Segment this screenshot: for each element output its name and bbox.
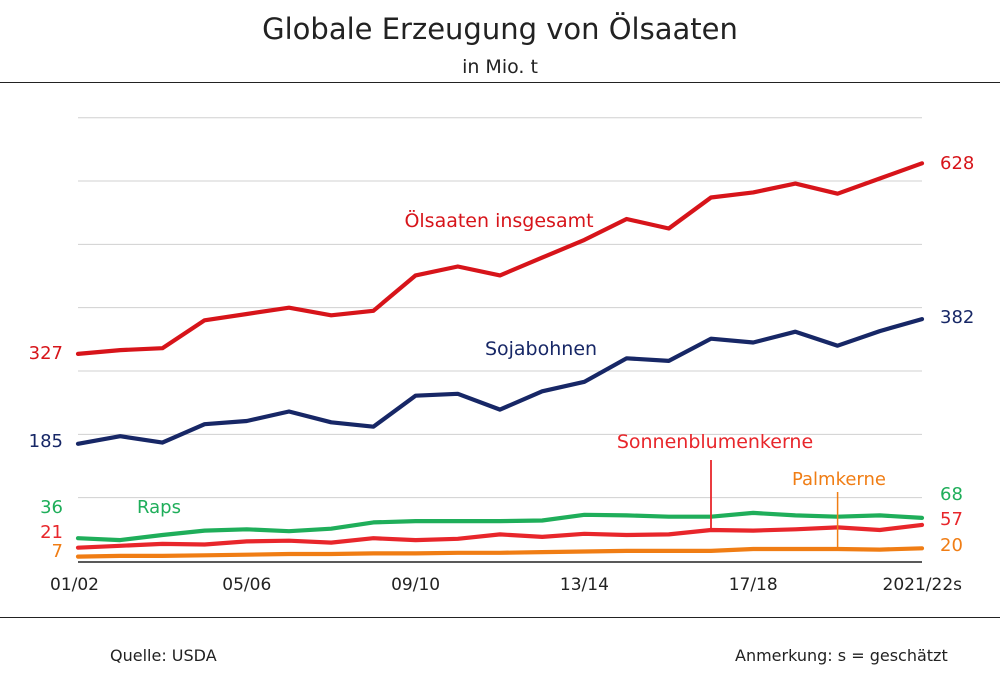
series-name-sonnenblumenkerne: Sonnenblumenkerne bbox=[617, 431, 813, 453]
end-value-oelsaaten-insgesamt: 628 bbox=[940, 153, 974, 174]
chart-labels: 01/02 05/06 09/10 13/14 17/18 2021/22s Ölsaate… bbox=[29, 153, 975, 595]
x-tick-label: 17/18 bbox=[729, 575, 778, 595]
start-value-palmkerne: 7 bbox=[52, 541, 63, 562]
start-value-sojabohnen: 185 bbox=[29, 431, 63, 452]
end-value-raps: 68 bbox=[940, 484, 963, 505]
bottom-divider bbox=[0, 617, 1000, 618]
series-name-sojabohnen: Sojabohnen bbox=[485, 338, 597, 360]
series-name-palmkerne: Palmkerne bbox=[792, 469, 886, 490]
start-value-oelsaaten-insgesamt: 327 bbox=[29, 343, 63, 364]
series-line-oelsaaten-insgesamt bbox=[75, 161, 925, 356]
x-tick-label: 01/02 bbox=[50, 575, 99, 595]
start-value-raps: 36 bbox=[40, 497, 63, 518]
x-tick-label: 09/10 bbox=[391, 575, 440, 595]
series-name-raps: Raps bbox=[137, 497, 181, 518]
estimate-note: Anmerkung: s = geschätzt bbox=[735, 646, 948, 665]
end-value-sonnenblumenkerne: 57 bbox=[940, 509, 963, 530]
series-line-raps bbox=[75, 510, 925, 543]
chart-title: Globale Erzeugung von Ölsaaten bbox=[262, 12, 738, 46]
series-line-palmkerne bbox=[75, 546, 925, 559]
grid-lines bbox=[78, 117, 922, 563]
series-lines bbox=[75, 161, 925, 559]
series-line-sonnenblumenkerne bbox=[75, 522, 925, 550]
top-divider bbox=[0, 82, 1000, 83]
x-tick-label: 2021/22s bbox=[883, 575, 963, 595]
x-tick-label: 13/14 bbox=[560, 575, 609, 595]
x-tick-label: 05/06 bbox=[222, 575, 271, 595]
chart-subtitle: in Mio. t bbox=[462, 56, 538, 78]
end-value-palmkerne: 20 bbox=[940, 535, 963, 556]
source-note: Quelle: USDA bbox=[110, 646, 217, 665]
start-value-sonnenblumenkerne: 21 bbox=[40, 522, 63, 543]
series-name-oelsaaten-insgesamt: Ölsaaten insgesamt bbox=[404, 209, 593, 232]
end-value-sojabohnen: 382 bbox=[940, 307, 974, 328]
series-line-sojabohnen bbox=[75, 317, 925, 446]
